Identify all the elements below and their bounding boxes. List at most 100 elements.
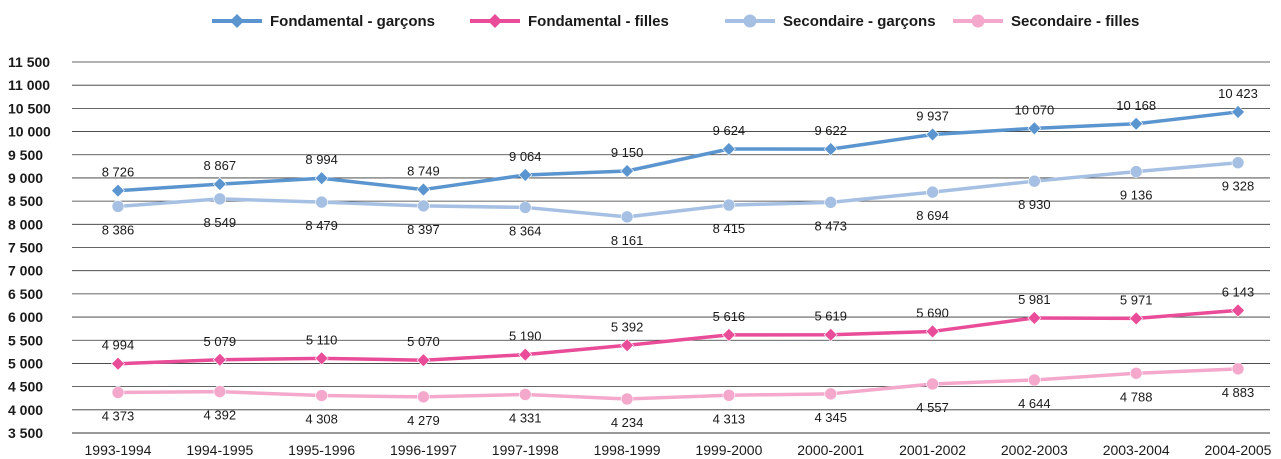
data-point bbox=[1028, 373, 1041, 387]
y-axis: 3 500 4 000 4 500 5 000 5 500 6 000 6 500 7 000… bbox=[8, 54, 51, 441]
y-tick-label: 10 500 bbox=[8, 100, 51, 116]
data-point bbox=[111, 183, 125, 198]
data-point bbox=[1231, 303, 1245, 318]
data-point bbox=[111, 356, 125, 371]
data-label: 5 070 bbox=[407, 334, 440, 349]
data-label: 5 392 bbox=[611, 319, 644, 334]
data-label: 4 313 bbox=[713, 411, 746, 426]
data-label: 8 161 bbox=[611, 233, 644, 248]
data-label: 5 616 bbox=[713, 309, 746, 324]
data-point bbox=[620, 164, 635, 178]
data-point bbox=[620, 210, 634, 224]
legend-marker bbox=[743, 14, 757, 28]
data-point bbox=[823, 142, 838, 157]
y-tick-label: 11 500 bbox=[8, 54, 50, 70]
legend-label: Secondaire - filles bbox=[1011, 13, 1139, 30]
data-point bbox=[925, 127, 940, 142]
x-axis: 1993-1994 1994-1995 1995-1996 1996-1997 1997… bbox=[72, 432, 1272, 458]
y-tick-label: 4 500 bbox=[8, 379, 43, 395]
x-tick-label: 1999-2000 bbox=[695, 442, 762, 458]
y-tick-label: 5 000 bbox=[8, 355, 43, 371]
series-group bbox=[111, 105, 1245, 406]
data-label: 8 415 bbox=[713, 221, 746, 236]
data-label: 8 386 bbox=[102, 222, 135, 237]
data-point bbox=[1027, 121, 1042, 136]
data-point bbox=[111, 200, 125, 213]
data-point bbox=[824, 196, 838, 209]
data-label: 9 624 bbox=[713, 123, 746, 138]
data-label: 5 079 bbox=[204, 334, 237, 349]
data-point bbox=[824, 387, 838, 401]
y-tick-label: 7 500 bbox=[8, 240, 43, 256]
data-label: 4 279 bbox=[407, 413, 440, 428]
series-line bbox=[117, 160, 1239, 219]
y-tick-label: 8 500 bbox=[8, 193, 43, 209]
data-point bbox=[1231, 362, 1245, 376]
data-label: 9 064 bbox=[509, 149, 542, 164]
data-point bbox=[1027, 311, 1042, 325]
data-label: 10 168 bbox=[1116, 98, 1156, 113]
data-point bbox=[823, 327, 838, 342]
x-tick-label: 2003-2004 bbox=[1103, 442, 1170, 458]
data-label: 8 694 bbox=[916, 208, 949, 223]
gridlines bbox=[72, 61, 1270, 411]
data-point bbox=[1129, 116, 1144, 131]
x-tick-label: 1993-1994 bbox=[85, 442, 152, 458]
legend-label: Fondamental - garçons bbox=[270, 13, 435, 30]
data-point bbox=[518, 201, 532, 214]
data-point bbox=[213, 192, 227, 206]
data-label: 8 994 bbox=[305, 152, 338, 167]
data-point bbox=[722, 198, 736, 212]
data-label: 8 364 bbox=[509, 223, 542, 238]
y-tick-label: 4 000 bbox=[8, 402, 43, 418]
legend-label: Fondamental - filles bbox=[528, 13, 669, 30]
data-label: 4 788 bbox=[1120, 389, 1153, 404]
data-label: 4 557 bbox=[916, 400, 949, 415]
data-point bbox=[722, 388, 736, 402]
data-label: 5 971 bbox=[1120, 292, 1153, 307]
data-label: 8 473 bbox=[814, 218, 847, 233]
data-label: 4 308 bbox=[305, 412, 338, 427]
x-tick-label: 1994-1995 bbox=[186, 442, 253, 458]
data-point bbox=[1028, 174, 1041, 188]
data-label: 4 331 bbox=[509, 410, 542, 425]
data-point bbox=[1129, 366, 1143, 380]
data-point bbox=[212, 352, 227, 367]
data-point bbox=[416, 182, 431, 197]
data-label: 4 234 bbox=[611, 415, 644, 430]
data-label: 8 930 bbox=[1018, 197, 1051, 212]
data-label: 8 726 bbox=[102, 165, 135, 180]
data-label: 4 373 bbox=[102, 409, 135, 424]
data-point bbox=[213, 385, 227, 398]
data-label: 8 479 bbox=[305, 218, 338, 233]
x-tick-label: 2000-2001 bbox=[797, 442, 864, 458]
data-label: 6 143 bbox=[1222, 284, 1255, 299]
data-point bbox=[518, 168, 533, 182]
data-point bbox=[620, 392, 634, 406]
x-tick-label: 1998-1999 bbox=[594, 442, 661, 458]
data-point bbox=[721, 142, 736, 156]
x-tick-label: 2002-2003 bbox=[1001, 442, 1068, 458]
x-tick-label: 2004-2005 bbox=[1205, 442, 1272, 458]
data-point bbox=[314, 171, 329, 186]
data-label: 5 619 bbox=[814, 309, 847, 324]
data-point bbox=[1129, 165, 1143, 178]
data-point bbox=[416, 353, 431, 368]
data-label: 8 397 bbox=[407, 222, 440, 237]
data-point bbox=[1231, 156, 1245, 170]
y-tick-label: 6 000 bbox=[8, 309, 43, 325]
data-point bbox=[518, 347, 533, 362]
legend-marker bbox=[971, 14, 985, 28]
data-point bbox=[925, 324, 940, 339]
y-tick-label: 9 000 bbox=[8, 170, 43, 186]
data-point bbox=[518, 388, 532, 401]
data-label: 5 190 bbox=[509, 329, 542, 344]
data-label: 4 644 bbox=[1018, 396, 1051, 411]
y-tick-label: 10 000 bbox=[8, 124, 51, 140]
data-label: 8 749 bbox=[407, 164, 440, 179]
data-label: 4 345 bbox=[814, 410, 847, 425]
data-point bbox=[315, 195, 328, 209]
series-line bbox=[117, 308, 1239, 366]
data-label: 5 690 bbox=[916, 305, 949, 320]
